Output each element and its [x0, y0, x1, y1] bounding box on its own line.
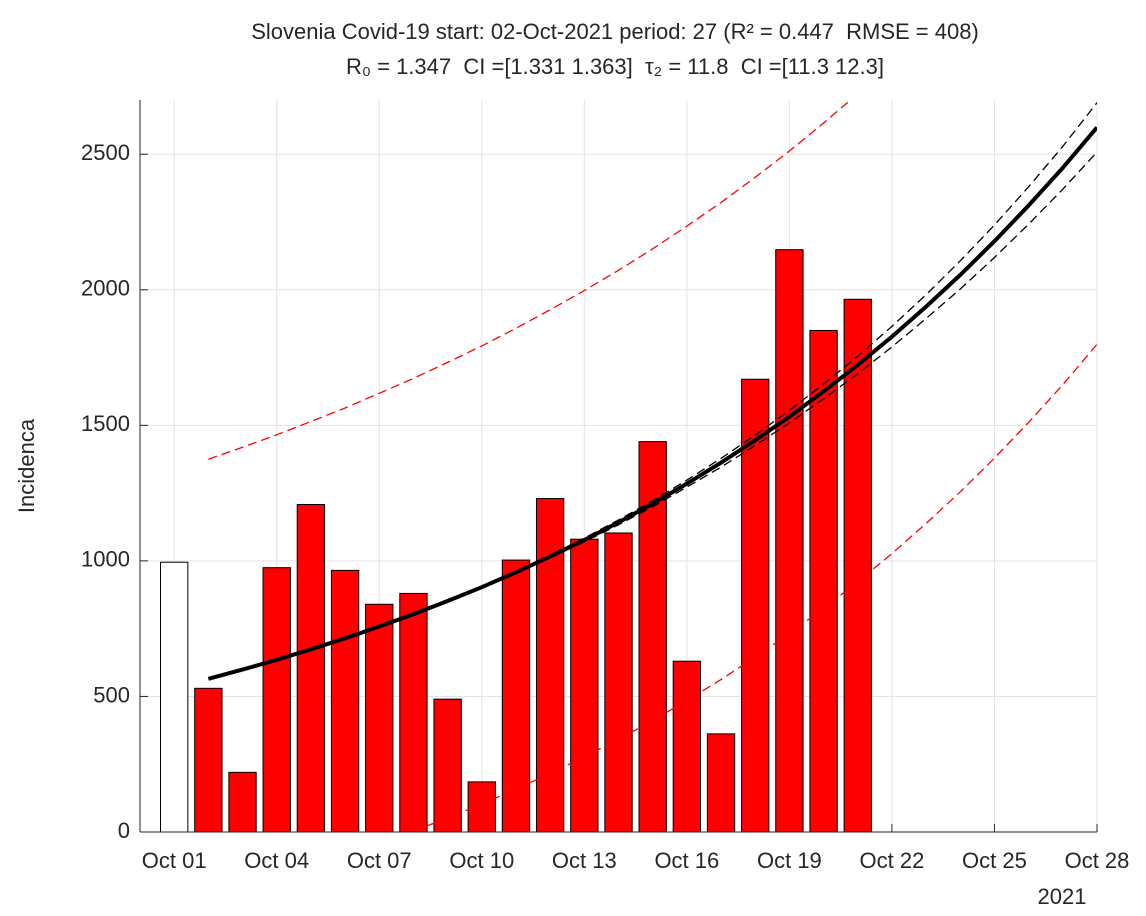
bound-line [208, 100, 852, 460]
x-tick-label: Oct 22 [860, 848, 925, 873]
x-tick-label: Oct 28 [1065, 848, 1130, 873]
bar [604, 532, 633, 832]
bar [330, 569, 360, 832]
bar [262, 567, 291, 832]
bar [399, 592, 428, 832]
chart-subtitle: R₀ = 1.347 CI =[1.331 1.363] τ₂ = 11.8 C… [346, 54, 884, 79]
bar [706, 733, 736, 832]
plot-area [160, 100, 1097, 832]
y-tick-label: 1500 [81, 411, 130, 436]
x-tick-label: Oct 10 [449, 848, 514, 873]
bar [433, 698, 462, 832]
y-tick-label: 500 [93, 682, 130, 707]
x-tick-label: Oct 04 [244, 848, 309, 873]
bound-line [413, 343, 1097, 832]
bar [843, 298, 872, 832]
fit-line [207, 126, 1097, 681]
y-tick-label: 2500 [81, 140, 130, 165]
bar [296, 503, 326, 832]
x-tick-label: Oct 19 [757, 848, 822, 873]
x-tick-label: Oct 16 [654, 848, 719, 873]
x-tick-label: Oct 07 [347, 848, 412, 873]
chart-title: Slovenia Covid-19 start: 02-Oct-2021 per… [251, 19, 979, 44]
bar [535, 498, 565, 832]
y-axis-label: Incidenca [14, 418, 39, 513]
bar [467, 781, 496, 832]
x-tick-label: Oct 01 [142, 848, 207, 873]
x-axis-year: 2021 [1038, 884, 1087, 909]
bar [228, 771, 257, 832]
bar [365, 603, 394, 832]
bar [160, 561, 189, 832]
bar [775, 249, 804, 832]
bar [741, 378, 770, 832]
x-tick-label: Oct 13 [552, 848, 617, 873]
bar [570, 538, 599, 832]
bar [194, 687, 223, 832]
bar [809, 329, 838, 832]
y-tick-label: 1000 [81, 547, 130, 572]
x-tick-label: Oct 25 [962, 848, 1027, 873]
y-tick-label: 2000 [81, 276, 130, 301]
y-tick-label: 0 [118, 818, 130, 843]
bar [672, 660, 702, 832]
bar [501, 559, 531, 832]
